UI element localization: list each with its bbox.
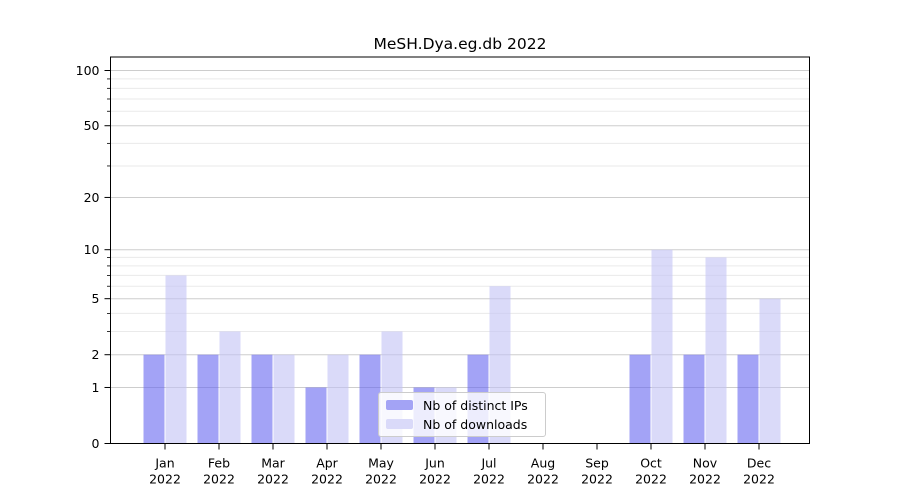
legend-label-downloads: Nb of downloads [423,416,528,432]
bar [197,354,219,444]
y-tick-label: 10 [84,242,100,257]
y-tick-label: 100 [76,63,100,78]
x-tick-label: Jan 2022 [149,456,181,487]
x-tick-label: Jun 2022 [419,456,451,487]
bar [165,275,187,444]
legend-label-distinct-ips: Nb of distinct IPs [423,397,528,413]
bar [305,387,327,444]
bar [737,354,759,444]
legend-item-downloads: Nb of downloads [386,417,545,432]
bar [759,298,781,444]
legend-swatch-distinct-ips [386,400,413,410]
x-tick-label: May 2022 [365,456,397,487]
y-tick-label: 1 [92,380,100,395]
legend: Nb of distinct IPs Nb of downloads [378,392,546,437]
bar [705,257,727,444]
bar [251,354,273,444]
x-tick-label: Mar 2022 [257,456,289,487]
x-tick-label: Dec 2022 [743,456,775,487]
y-tick-label: 50 [84,118,100,133]
x-tick-label: Jul 2022 [473,456,505,487]
bar [327,354,349,444]
y-tick-label: 2 [92,347,100,362]
x-tick-label: Apr 2022 [311,456,343,487]
bar [651,249,673,444]
y-tick-label: 20 [84,190,100,205]
bar [219,331,241,444]
bar [683,354,705,444]
legend-swatch-downloads [386,419,413,429]
plot-border [110,56,810,444]
legend-item-distinct-ips: Nb of distinct IPs [386,398,545,413]
y-tick-label: 0 [92,436,100,451]
bar [143,354,165,444]
bar [629,354,651,444]
bar [359,354,381,444]
chart-title: MeSH.Dya.eg.db 2022 [373,35,547,53]
x-tick-label: Sep 2022 [581,456,613,487]
bar [273,354,295,444]
x-tick-label: Oct 2022 [635,456,667,487]
x-tick-label: Nov 2022 [689,456,721,487]
x-tick-label: Feb 2022 [203,456,235,487]
y-tick-label: 5 [92,291,100,306]
x-tick-label: Aug 2022 [527,456,559,487]
